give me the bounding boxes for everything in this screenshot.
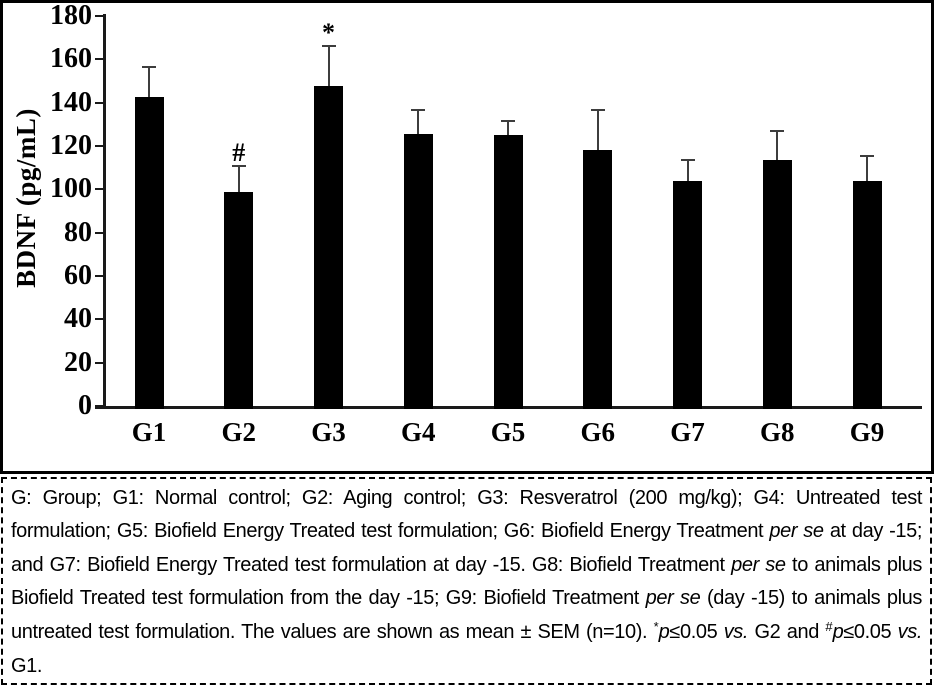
caption-segment: ≤0.05	[669, 620, 724, 643]
y-tick-label: 0	[78, 390, 92, 421]
caption-segment: G1.	[11, 655, 43, 678]
caption-segment: per se	[731, 553, 786, 576]
x-axis-label-G7: G7	[670, 417, 705, 447]
caption-segment: to animals plus Biofield Treated test fo…	[11, 553, 922, 610]
error-bar-line	[417, 110, 420, 135]
significance-marker: *	[322, 18, 335, 48]
y-tick	[95, 318, 104, 321]
caption-segment: *	[653, 618, 659, 634]
bar-G9	[852, 180, 882, 409]
x-axis-label-G6: G6	[580, 417, 615, 447]
y-tick-label: 100	[50, 173, 92, 205]
caption-segment: #	[825, 618, 833, 634]
y-tick-label: 40	[64, 303, 92, 335]
bar-G2	[224, 191, 254, 409]
error-bar-cap	[321, 45, 336, 48]
x-axis-label-G2: G2	[221, 417, 256, 447]
error-bar-cap	[142, 65, 156, 68]
y-tick	[95, 275, 104, 277]
error-bar-line	[686, 160, 689, 181]
caption-segment: vs.	[897, 620, 923, 643]
y-tick-label: 180	[50, 0, 92, 31]
y-tick	[95, 58, 104, 61]
error-bar-line	[776, 130, 779, 161]
caption-box: G: Group; G1: Normal control; G2: Aging …	[1, 477, 932, 685]
y-tick-label: 20	[64, 346, 92, 378]
y-axis-line	[103, 14, 106, 409]
y-tick	[95, 188, 104, 191]
caption-segment: per se	[645, 587, 701, 610]
caption-segment: ≤0.05	[843, 620, 898, 643]
y-tick-label: 160	[50, 43, 92, 75]
bar-G6	[583, 150, 613, 409]
x-axis-label-G1: G1	[131, 417, 167, 447]
bar-G3	[314, 86, 343, 409]
bar-G8	[762, 160, 792, 409]
error-bar-line	[866, 155, 868, 181]
y-tick	[95, 405, 104, 407]
bar-G4	[403, 134, 433, 409]
error-bar-cap	[411, 109, 426, 112]
error-bar-line	[327, 46, 330, 87]
y-tick	[95, 101, 104, 104]
x-axis-label-G8: G8	[759, 417, 795, 447]
error-bar-cap	[860, 154, 874, 157]
caption-segment: (day -15) to animals plus untreated test…	[11, 587, 922, 643]
figure-caption: G: Group; G1: Normal control; G2: Aging …	[11, 482, 922, 683]
bar-G1	[134, 97, 164, 409]
x-axis-label-G3: G3	[311, 417, 346, 447]
error-bar-cap	[501, 120, 515, 123]
error-bar-cap	[590, 109, 605, 112]
y-tick	[95, 15, 104, 17]
error-bar-line	[507, 121, 509, 136]
error-bar-line	[237, 165, 240, 192]
caption-segment: p	[658, 620, 670, 643]
error-bar-line	[148, 66, 150, 98]
caption-segment: p	[832, 620, 844, 643]
bar-G5	[493, 135, 523, 409]
error-bar-cap	[770, 129, 785, 132]
x-axis-label-G9: G9	[849, 417, 885, 447]
y-tick-label: 120	[50, 130, 92, 161]
bdnf-bar-chart: BDNF (pg/mL) 0 20 40 60 80 100 120 140 160 180 # *…	[0, 0, 934, 474]
error-bar-cap	[680, 159, 695, 162]
y-tick	[95, 145, 104, 147]
y-tick	[95, 231, 104, 234]
y-tick-label: 80	[64, 216, 92, 248]
y-tick-label: 140	[50, 86, 92, 118]
significance-marker: #	[232, 137, 246, 167]
caption-segment: vs.	[723, 620, 749, 643]
y-tick-label: 60	[64, 260, 92, 291]
x-axis-label-G4: G4	[400, 417, 436, 447]
caption-segment: per se	[769, 520, 824, 543]
bar-G7	[673, 180, 702, 409]
caption-segment: G2 and	[748, 620, 826, 643]
error-bar-cap	[231, 164, 246, 167]
caption-segment: at day -15; and G7: Biofield Energy Trea…	[11, 520, 923, 576]
caption-segment: G: Group; G1: Normal control; G2: Aging …	[11, 487, 922, 543]
x-axis-label-G5: G5	[490, 417, 526, 447]
y-tick	[95, 361, 104, 364]
error-bar-line	[596, 110, 599, 151]
